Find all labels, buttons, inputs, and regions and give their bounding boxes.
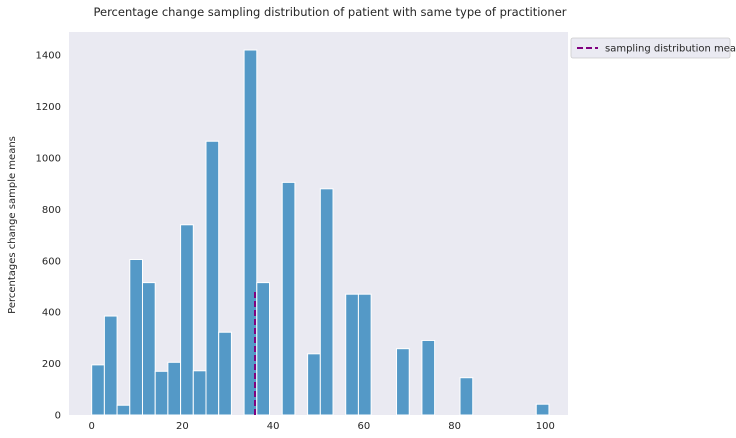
x-tick-label: 60 xyxy=(357,421,370,432)
histogram-bar xyxy=(116,404,131,416)
histogram-bar xyxy=(421,339,436,416)
histogram-bar xyxy=(345,293,359,416)
x-tick-label: 100 xyxy=(536,421,555,432)
histogram-bar xyxy=(205,140,220,416)
legend-label: sampling distribution mean xyxy=(605,44,736,55)
histogram-bar xyxy=(319,188,334,416)
histogram-bar xyxy=(129,258,143,416)
histogram-bar xyxy=(141,282,156,416)
x-tick-label: 40 xyxy=(267,421,280,432)
histogram-bar xyxy=(256,282,271,416)
chart-title: Percentage change sampling distribution … xyxy=(93,5,566,19)
y-tick-label: 800 xyxy=(42,205,61,216)
histogram-bar xyxy=(167,361,182,416)
y-tick-label: 1400 xyxy=(36,51,61,62)
histogram-bar xyxy=(91,364,105,416)
histogram-bar xyxy=(192,370,207,416)
x-tick-label: 20 xyxy=(176,421,189,432)
histogram-bar xyxy=(218,331,232,416)
y-tick-label: 1000 xyxy=(36,153,61,164)
y-tick-label: 0 xyxy=(55,411,61,422)
histogram-bar xyxy=(180,224,194,416)
histogram-bar xyxy=(535,403,550,416)
y-tick-label: 400 xyxy=(42,308,61,319)
histogram-bar xyxy=(357,293,372,416)
x-tick-label: 80 xyxy=(448,421,461,432)
bars-group xyxy=(91,49,550,416)
histogram-bar xyxy=(154,370,169,416)
y-tick-label: 600 xyxy=(42,256,61,267)
histogram-bar xyxy=(307,353,321,416)
y-tick-label: 200 xyxy=(42,359,61,370)
x-tick-label: 0 xyxy=(88,421,94,432)
y-tick-label: 1200 xyxy=(36,102,61,113)
histogram-bar xyxy=(243,49,258,416)
x-axis-ticks: 0 20 40 60 80 100 xyxy=(88,421,554,432)
legend-box xyxy=(570,37,731,59)
y-axis-label: Percentages change sample means xyxy=(7,136,18,314)
histogram-bar xyxy=(396,348,410,416)
histogram-bar xyxy=(281,181,296,416)
histogram-bar xyxy=(103,315,118,416)
legend: sampling distribution mean xyxy=(570,37,736,59)
histogram-bar xyxy=(459,377,474,416)
y-axis-ticks: 0 200 400 600 800 1000 1200 1400 xyxy=(36,51,61,422)
